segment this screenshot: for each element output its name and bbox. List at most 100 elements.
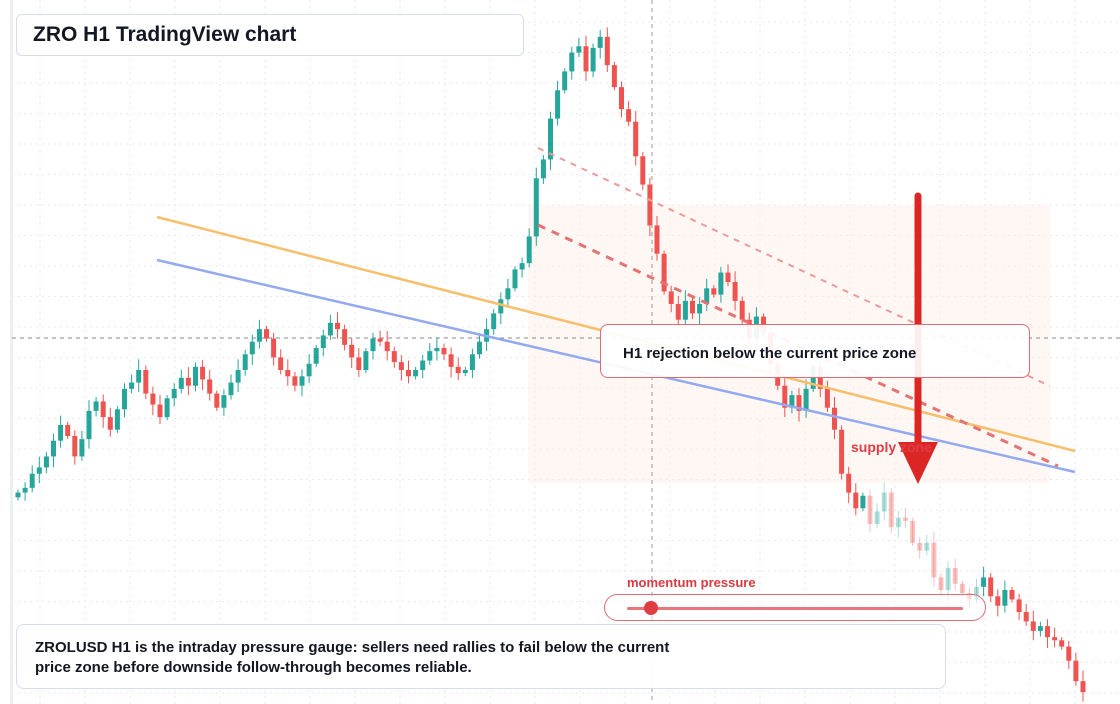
candle-bull — [22, 487, 28, 493]
candle-bull — [526, 236, 532, 264]
candle-bear — [931, 542, 937, 578]
candle-bull — [306, 363, 312, 377]
candle-bull — [86, 410, 92, 440]
candle-bear — [739, 300, 745, 320]
candle-bear — [1073, 660, 1079, 682]
candle-bear — [391, 351, 397, 363]
chart-grid — [10, 0, 1120, 704]
candle-bull — [235, 370, 241, 383]
candle-bear — [796, 395, 802, 411]
candle-bear — [732, 282, 738, 301]
candle-bull — [164, 398, 170, 418]
candle-bull — [93, 401, 99, 411]
candle-bull — [540, 159, 546, 179]
candle-bear — [278, 357, 284, 370]
candle-bear — [959, 583, 965, 594]
candle-bull — [548, 118, 553, 160]
candle-bull — [718, 272, 724, 295]
candle-bull — [505, 288, 511, 300]
supply-zone-label: supply zone — [851, 439, 932, 455]
candle-bull — [114, 409, 120, 430]
candle-bull — [981, 577, 987, 587]
candle-bear — [853, 492, 859, 509]
candle-bull — [221, 395, 227, 408]
candle-bear — [377, 338, 383, 342]
candle-bull — [469, 354, 475, 370]
candle-bear — [995, 596, 1001, 606]
candle-bull — [945, 568, 951, 590]
candle-bear — [938, 577, 944, 590]
candle-bull — [320, 335, 326, 348]
candle-bear — [1080, 681, 1086, 693]
candle-bear — [214, 393, 220, 408]
candle-bear — [448, 354, 454, 367]
annotation-box: H1 rejection below the current price zon… — [600, 324, 1030, 378]
candle-bear — [952, 568, 958, 584]
candle-bull — [562, 71, 568, 91]
candle-bear — [611, 65, 617, 88]
candle-bear — [384, 341, 390, 352]
candle-bull — [895, 517, 901, 528]
candle-bear — [640, 156, 646, 185]
candle-bull — [704, 288, 710, 304]
candle-bear — [157, 404, 163, 418]
candle-bear — [1030, 621, 1036, 631]
candle-bear — [917, 542, 923, 551]
momentum-knob[interactable] — [643, 601, 658, 615]
candle-bull — [51, 440, 56, 457]
candle-bull — [477, 341, 482, 355]
candle-bull — [434, 348, 440, 352]
candle-bear — [143, 370, 149, 394]
candle-bull — [924, 542, 930, 551]
momentum-track — [627, 607, 963, 610]
candle-bear — [455, 366, 461, 374]
candle-bear — [1059, 640, 1065, 647]
candle-bull — [313, 348, 319, 364]
momentum-label: momentum pressure — [627, 575, 756, 590]
candle-bull — [803, 388, 809, 411]
candle-bull — [36, 467, 42, 474]
candle-bull — [789, 395, 795, 408]
candle-bull — [171, 388, 177, 399]
momentum-gauge — [604, 594, 986, 621]
candle-bear — [441, 348, 447, 355]
candle-bear — [271, 338, 277, 358]
candle-bull — [420, 360, 426, 370]
chart-left-edge — [10, 0, 13, 704]
candle-bear — [626, 109, 632, 122]
candle-bear — [1023, 612, 1029, 622]
candle-bear — [675, 304, 681, 320]
candle-bull — [256, 329, 262, 342]
candle-bear — [1066, 646, 1072, 661]
candle-bear — [107, 417, 113, 430]
candle-bull — [697, 304, 703, 314]
candle-bull — [79, 439, 85, 457]
candle-bear — [285, 370, 291, 377]
candle-bull — [29, 473, 35, 488]
candle-bull — [512, 269, 518, 289]
candle-bear — [661, 253, 667, 292]
candle-bull — [974, 586, 979, 600]
caption-box: ZROLUSD H1 is the intraday pressure gaug… — [16, 624, 946, 689]
candle-bull — [327, 322, 333, 336]
candle-bull — [427, 351, 433, 361]
candle-bull — [122, 388, 127, 410]
candle-bear — [207, 379, 213, 394]
chart-title: ZRO H1 TradingView chart — [33, 23, 297, 46]
candle-bull — [363, 351, 369, 370]
candle-bull — [15, 492, 21, 498]
candle-bear — [839, 429, 845, 474]
candle-bear — [335, 322, 340, 330]
candle-bear — [200, 366, 206, 380]
candle-bear — [583, 46, 589, 72]
candle-bull — [860, 495, 866, 509]
candle-bear — [824, 388, 830, 408]
candle-bear — [1052, 637, 1058, 641]
candles — [15, 27, 1086, 702]
candle-bull — [874, 511, 880, 524]
candle-bear — [100, 401, 106, 418]
candle-bear — [903, 517, 908, 521]
candle-bear — [398, 362, 404, 370]
candle-bear — [711, 288, 717, 295]
